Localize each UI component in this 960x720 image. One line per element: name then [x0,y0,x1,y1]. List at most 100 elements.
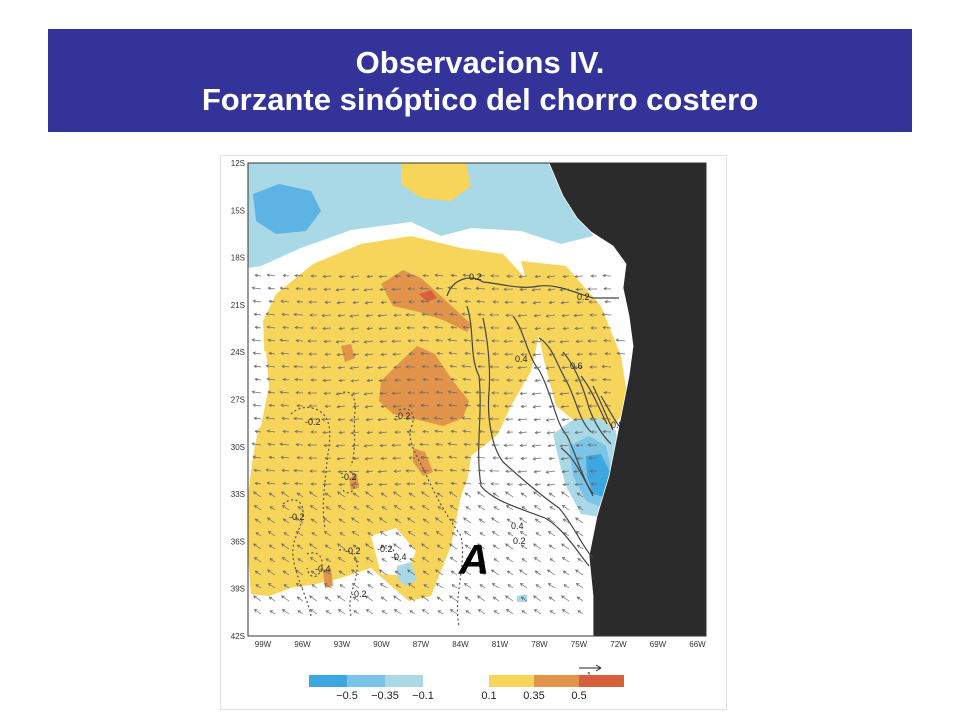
wind-arrow [533,505,542,511]
colorbar: −0.5 −0.35 −0.1 0.1 0.35 0.5 [309,675,624,702]
wind-arrow [391,339,402,344]
wind-arrow [589,313,598,317]
longitude-axis: 99W 96W 93W 90W 87W 84W 81W 78W 75W 72W 69W 66W [255,640,706,649]
wind-arrow [381,610,388,615]
wind-arrow [322,482,332,487]
wind-arrow [478,570,486,576]
wind-arrow [294,377,304,382]
wind-arrow [450,570,458,576]
wind-arrow [265,364,276,368]
wind-arrow [588,300,598,304]
wind-arrow [393,469,402,473]
wind-arrow [602,325,612,330]
wind-arrow [296,352,304,356]
wind-arrow [349,314,360,318]
wind-arrow [478,429,486,434]
wind-arrow [351,339,360,344]
wind-arrow [421,312,430,317]
wind-arrow [546,517,556,524]
wind-arrow [489,365,500,369]
wind-arrow [294,569,304,576]
wind-arrow [366,274,374,279]
wind-arrow [602,429,612,434]
wind-arrow [545,314,556,318]
colorbar-label: −0.1 [412,690,434,702]
wind-arrow [562,326,570,331]
wind-arrow [434,377,444,381]
latitude-tick-label: 39S [231,585,245,594]
wind-arrow [336,491,346,498]
wind-arrow [548,352,556,357]
wind-arrow [465,558,472,563]
wind-arrow [279,338,290,342]
wind-arrow [377,365,388,370]
wind-arrow [281,505,290,511]
wind-arrow [297,506,304,511]
wind-arrow [562,570,570,576]
wind-arrow [281,416,290,421]
wind-arrow [367,584,374,589]
wind-arrow [531,340,542,344]
wind-arrow [533,313,542,318]
wind-arrow [533,417,542,422]
wind-arrow [324,596,332,602]
wind-arrow [465,506,472,511]
wind-arrow [308,595,318,602]
wind-arrow [308,300,318,304]
wind-arrow [520,596,528,602]
wind-arrow [379,391,388,396]
wind-arrow [434,569,444,576]
wind-arrow [573,365,584,370]
wind-arrow [405,417,416,421]
wind-arrow [364,405,374,409]
wind-arrow [265,416,276,420]
wind-arrow [518,517,528,524]
wind-arrow [547,531,556,537]
wind-arrow [504,543,514,550]
wind-arrow [253,416,262,421]
wind-arrow [492,544,500,550]
wind-arrow [254,429,262,434]
wind-arrow [351,531,360,537]
wind-arrow [420,491,430,498]
wind-arrow [338,378,346,383]
wind-arrow [532,301,542,305]
wind-arrow [475,338,486,343]
wind-arrow [322,274,332,279]
wind-arrow [378,378,388,383]
wind-arrow [253,312,262,317]
wind-arrow [561,365,570,370]
colorbar-swatch-pos-weak [489,675,534,687]
wind-arrow [393,365,402,369]
wind-arrow [476,299,486,304]
wind-arrow [534,274,542,279]
wind-arrow [324,300,332,305]
longitude-tick-label: 66W [689,640,706,649]
wind-arrow [491,339,500,343]
wind-arrow [602,273,612,278]
wind-arrow [380,300,388,305]
wind-arrow [505,469,514,473]
wind-arrow [406,430,416,434]
wind-arrow [353,558,360,563]
wind-arrow [307,339,318,343]
wind-arrow [505,417,514,421]
wind-arrow [254,325,262,330]
wind-arrow [449,416,458,421]
wind-arrow [324,352,332,357]
wind-arrow [588,456,598,460]
wind-arrow [561,417,570,422]
wind-arrow [574,326,584,331]
wind-arrow [506,482,514,486]
wind-arrow [363,392,374,396]
wind-arrow [311,532,318,537]
wind-arrow [366,482,374,487]
wind-arrow [577,506,584,511]
wind-arrow [351,443,360,448]
wind-arrow [406,326,416,330]
wind-arrow [422,518,430,524]
wind-arrow [478,325,486,330]
wind-arrow [421,609,430,615]
wind-arrow [477,364,486,369]
wind-arrow [534,518,542,524]
